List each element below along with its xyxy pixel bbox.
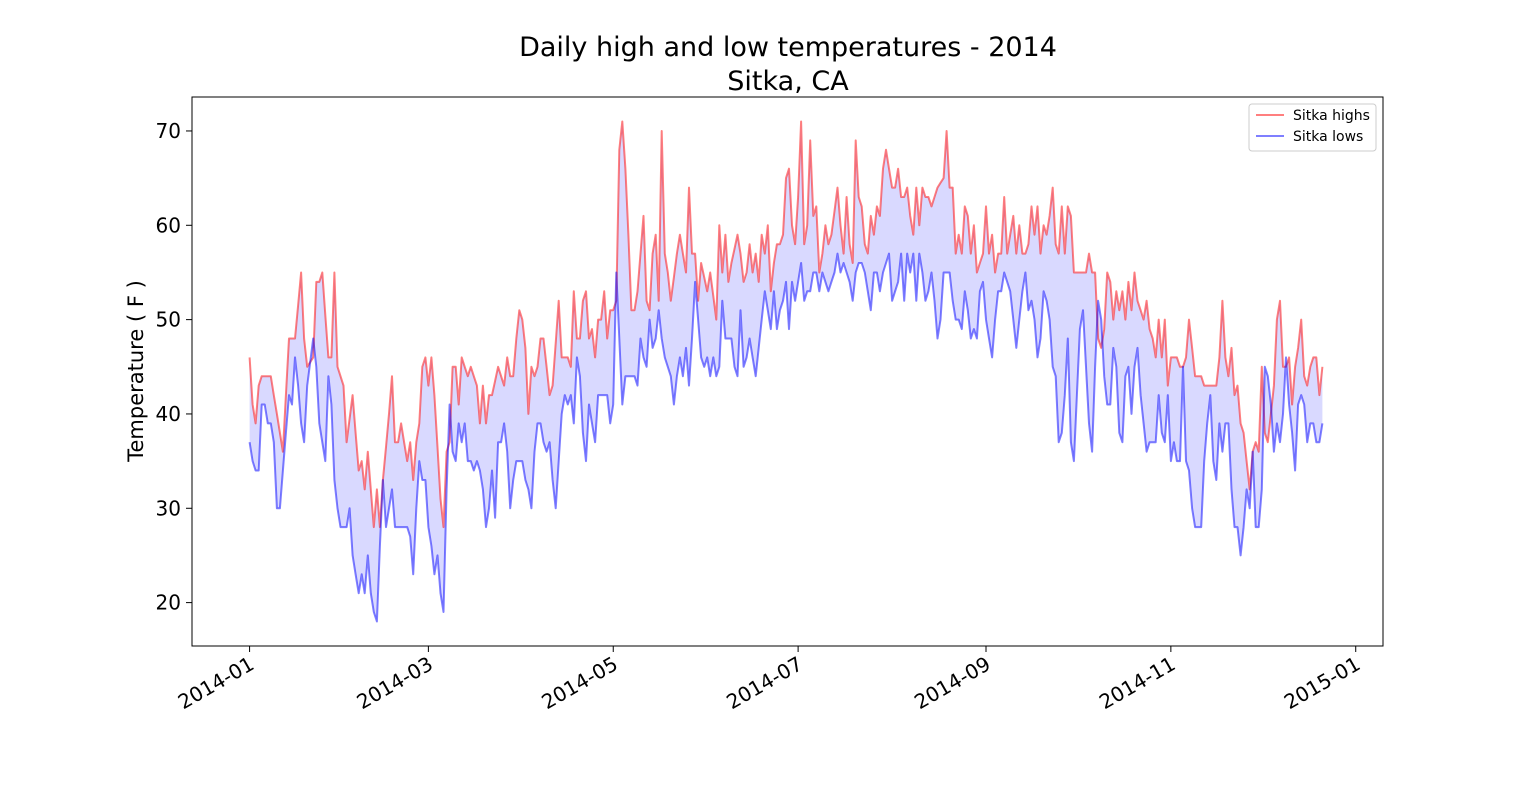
series-line-lows [248, 252, 1324, 623]
legend: Sitka highs Sitka lows [1248, 103, 1377, 152]
y-axis-label: Temperature ( F ) [124, 280, 148, 463]
chart-title: Daily high and low temperatures - 2014 [519, 32, 1057, 63]
y-axis: 20 30 40 50 60 70 [156, 119, 192, 615]
y-tick-label: 60 [156, 213, 181, 237]
fill-between-area [249, 121, 1323, 622]
y-tick-label: 20 [156, 591, 181, 615]
legend-label-lows: Sitka lows [1293, 129, 1363, 145]
y-tick-label: 40 [156, 402, 181, 426]
plot-frame [191, 96, 1384, 647]
chart-subtitle: Sitka, CA [727, 66, 849, 97]
legend-label-highs: Sitka highs [1293, 108, 1370, 124]
y-tick-label: 50 [156, 308, 181, 332]
plot-area [248, 120, 1324, 623]
series-line-highs [248, 120, 1324, 529]
y-tick-label: 70 [156, 119, 181, 143]
y-tick-label: 30 [156, 496, 181, 520]
